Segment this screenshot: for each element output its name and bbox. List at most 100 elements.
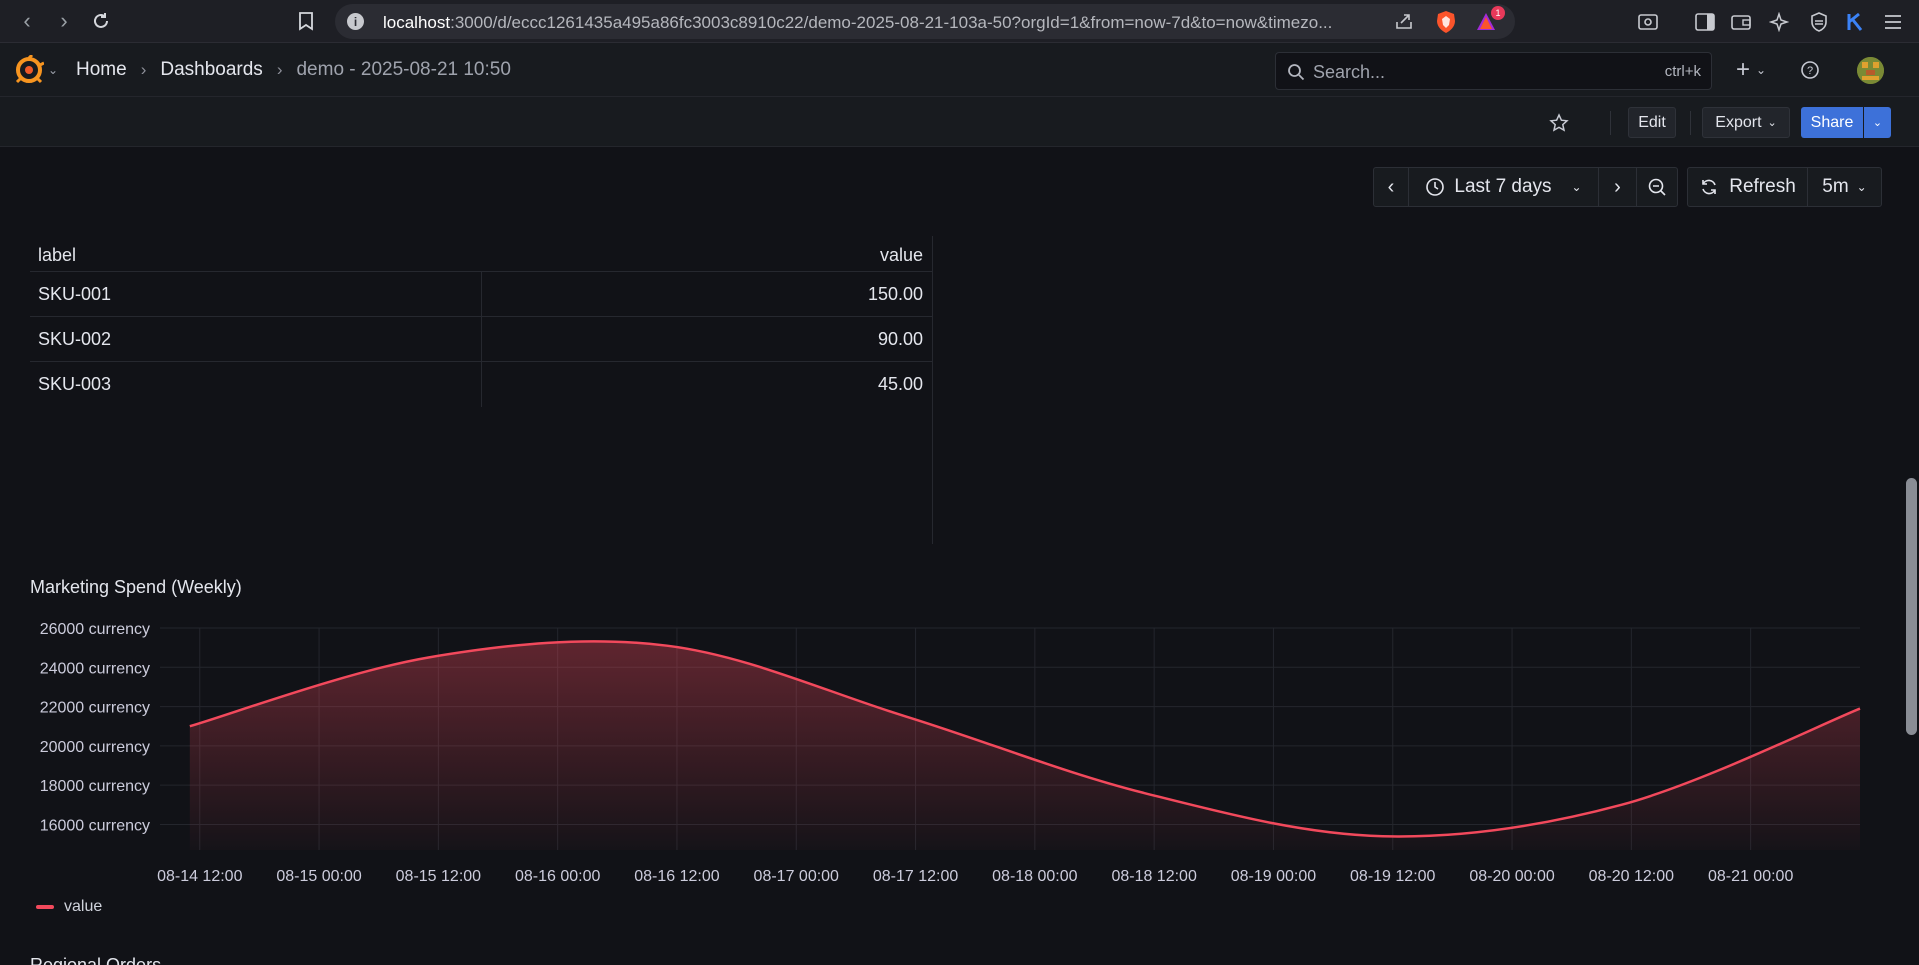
breadcrumb-current: demo - 2025-08-21 10:50 [296, 59, 511, 80]
x-tick-label: 08-17 00:00 [754, 868, 840, 885]
site-info-icon[interactable]: i [347, 13, 364, 30]
x-tick-label: 08-16 00:00 [515, 868, 601, 885]
breadcrumb: Home › Dashboards › demo - 2025-08-21 10… [76, 59, 511, 81]
notification-badge: 1 [1491, 6, 1505, 20]
column-header-label[interactable]: label [38, 245, 77, 265]
chevron-down-icon: ⌄ [1856, 180, 1867, 194]
search-shortcut: ctrl+k [1664, 63, 1701, 80]
export-button[interactable]: Export ⌄ [1702, 107, 1790, 138]
x-tick-label: 08-19 00:00 [1231, 868, 1317, 885]
bookmark-icon[interactable] [293, 8, 319, 34]
chevron-left-icon: ‹ [1387, 175, 1395, 198]
table-row[interactable]: SKU-003 45.00 [30, 362, 933, 407]
time-shift-forward-button[interactable]: › [1599, 168, 1637, 206]
y-tick-label: 22000 currency [40, 700, 150, 717]
address-bar[interactable]: i localhost:3000/d/eccc1261435a495a86fc3… [335, 4, 1515, 39]
x-tick-label: 08-20 12:00 [1589, 868, 1675, 885]
table-panel: label value SKU-001 150.00 SKU-002 90.00… [30, 236, 933, 544]
dashboard-toolbar: Edit Export ⌄ Share ⌄ [0, 97, 1919, 147]
x-tick-label: 08-15 12:00 [396, 868, 482, 885]
chevron-down-icon: ⌄ [1767, 117, 1777, 129]
refresh-interval-label: 5m [1822, 176, 1849, 197]
grafana-menu-button[interactable]: ⌄ [10, 52, 66, 88]
y-tick-label: 16000 currency [40, 817, 150, 834]
browser-toolbar: ‹ › i localhost:3000/d/eccc1261435a495a8… [0, 0, 1919, 43]
share-page-icon[interactable] [1393, 10, 1415, 37]
extension-k-icon[interactable] [1842, 9, 1868, 35]
time-shift-back-button[interactable]: ‹ [1374, 168, 1409, 206]
y-tick-label: 20000 currency [40, 739, 150, 756]
browser-menu-icon[interactable] [1880, 9, 1906, 35]
toolbar-divider [1610, 111, 1611, 135]
breadcrumb-home[interactable]: Home [76, 59, 127, 80]
x-tick-label: 08-16 12:00 [634, 868, 720, 885]
table-row[interactable]: SKU-001 150.00 [30, 272, 933, 317]
timeseries-chart[interactable]: 16000 currency 18000 currency 20000 curren… [0, 610, 1900, 890]
back-icon[interactable]: ‹ [23, 8, 31, 33]
y-tick-label: 24000 currency [40, 660, 150, 677]
series-line [189, 640, 1861, 838]
plus-icon: + [1735, 56, 1750, 83]
panel-border [932, 236, 933, 544]
cell-label: SKU-002 [38, 329, 112, 349]
cell-value: 90.00 [877, 329, 923, 349]
sidebar-icon[interactable] [1692, 9, 1718, 35]
chart-title: Marketing Spend (Weekly) [30, 577, 242, 597]
avatar[interactable] [1857, 57, 1884, 84]
help-button[interactable]: ? [1796, 56, 1824, 84]
x-tick-label: 08-19 12:00 [1350, 868, 1436, 885]
legend-swatch [36, 905, 54, 909]
cell-label: SKU-001 [38, 284, 112, 304]
reload-icon[interactable] [88, 8, 114, 34]
forward-icon[interactable]: › [60, 8, 68, 33]
page-search-icon[interactable] [1635, 9, 1661, 35]
search-icon [1288, 64, 1305, 81]
x-tick-label: 08-21 00:00 [1708, 868, 1794, 885]
share-button[interactable]: Share [1801, 107, 1863, 138]
time-range-label: Last 7 days [1454, 176, 1552, 197]
share-options-button[interactable]: ⌄ [1864, 107, 1891, 138]
chevron-down-icon: ⌄ [48, 63, 59, 77]
mark-favorite-button[interactable] [1544, 107, 1574, 138]
refresh-button[interactable]: Refresh [1688, 168, 1808, 206]
column-header-value[interactable]: value [879, 245, 923, 265]
x-tick-label: 08-17 12:00 [873, 868, 959, 885]
cell-value: 150.00 [867, 284, 923, 304]
time-range-picker: ‹ Last 7 days ⌄ › [1373, 167, 1678, 207]
clock-icon [1426, 178, 1445, 196]
brave-rewards-icon[interactable]: 1 [1475, 6, 1505, 34]
chevron-down-icon: ⌄ [1872, 117, 1883, 129]
cell-value: 45.00 [877, 374, 923, 394]
refresh-picker: Refresh 5m ⌄ [1687, 167, 1882, 207]
x-tick-label: 08-18 00:00 [992, 868, 1078, 885]
chevron-right-icon: › [1614, 175, 1621, 198]
next-panel-title: Regional Orders [30, 955, 162, 965]
url-text: localhost:3000/d/eccc1261435a495a86fc300… [383, 13, 1333, 32]
leo-ai-icon[interactable] [1766, 9, 1792, 35]
cell-label: SKU-003 [38, 374, 112, 394]
refresh-icon [1702, 179, 1717, 195]
zoom-out-icon [1648, 178, 1666, 196]
table-row[interactable]: SKU-002 90.00 [30, 317, 933, 362]
new-menu-button[interactable]: + ⌄ [1728, 56, 1774, 84]
grafana-logo-icon [15, 55, 44, 84]
refresh-interval-button[interactable]: 5m ⌄ [1808, 168, 1881, 206]
scrollbar-thumb[interactable] [1906, 478, 1917, 735]
refresh-label: Refresh [1729, 176, 1796, 197]
help-icon: ? [1801, 61, 1819, 79]
wallet-icon[interactable] [1728, 9, 1754, 35]
x-tick-label: 08-14 12:00 [157, 868, 243, 885]
legend-label: value [64, 898, 103, 915]
column-divider [481, 272, 482, 407]
edit-button[interactable]: Edit [1628, 107, 1676, 138]
vpn-shield-icon[interactable] [1806, 9, 1832, 35]
chevron-right-icon: › [276, 60, 283, 79]
grafana-topbar: ⌄ Home › Dashboards › demo - 2025-08-21 … [0, 43, 1919, 97]
brave-shield-icon[interactable] [1435, 10, 1457, 34]
zoom-out-button[interactable] [1637, 168, 1677, 206]
time-range-button[interactable]: Last 7 days ⌄ [1409, 168, 1599, 206]
breadcrumb-dashboards[interactable]: Dashboards [160, 59, 263, 80]
search-input[interactable]: Search... ctrl+k [1275, 52, 1712, 90]
star-icon [1549, 112, 1569, 132]
chart-legend[interactable]: value [36, 898, 102, 916]
